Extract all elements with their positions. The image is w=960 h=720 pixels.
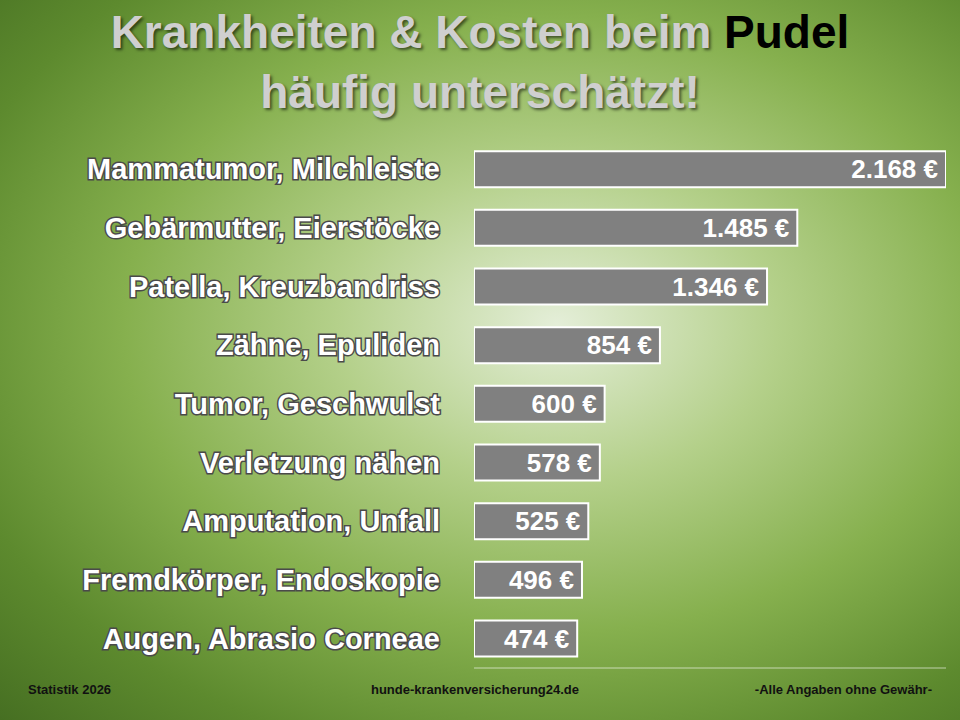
svg-text:1.346 €: 1.346 € [672,272,759,302]
svg-text:600 €: 600 € [532,389,597,419]
svg-text:474 €: 474 € [504,624,569,654]
svg-text:Zähne, Epuliden: Zähne, Epuliden [216,329,440,361]
html-text:Statistik 2026: Statistik 2026 [28,682,112,697]
svg-text:Gebärmutter, Eierstöcke: Gebärmutter, Eierstöcke [105,212,440,244]
svg-text:525 €: 525 € [515,506,580,536]
svg-text:854 €: 854 € [587,330,652,360]
svg-text:Patella, Kreuzbandriss: Patella, Kreuzbandriss [129,271,440,303]
svg-text:Mammatumor, Milchleiste: Mammatumor, Milchleiste [87,153,440,185]
html-text:Krankheiten & Kosten beim Pude: Krankheiten & Kosten beim Pudel [110,6,850,58]
html-text:hunde-krankenversicherung24.de: hunde-krankenversicherung24.de [371,682,579,697]
svg-text:Fremdkörper, Endoskopie: Fremdkörper, Endoskopie [82,564,440,596]
svg-text:578 €: 578 € [527,448,592,478]
svg-text:Verletzung nähen: Verletzung nähen [200,447,440,479]
svg-text:Tumor, Geschwulst: Tumor, Geschwulst [175,388,441,420]
html-text:häufig unterschätzt!: häufig unterschätzt! [260,66,700,118]
svg-text:Amputation, Unfall: Amputation, Unfall [182,505,440,537]
svg-text:2.168 €: 2.168 € [851,154,938,184]
html-text:-Alle Angaben ohne Gewähr-: -Alle Angaben ohne Gewähr- [754,682,932,697]
svg-text:1.485 €: 1.485 € [703,213,790,243]
svg-text:Augen, Abrasio Corneae: Augen, Abrasio Corneae [103,623,440,655]
svg-text:496 €: 496 € [509,565,574,595]
